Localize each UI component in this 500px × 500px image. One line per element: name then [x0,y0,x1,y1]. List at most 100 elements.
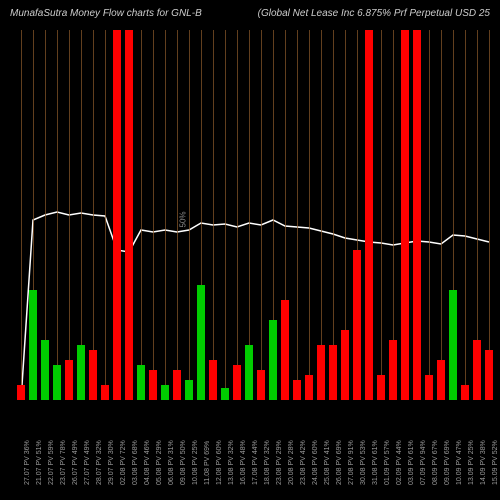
x-axis-label: 11.08 PV 69% [204,441,211,485]
volume-bar [293,380,301,400]
volume-bar [125,30,133,400]
x-axis-label: 13.09 PV 25% [468,440,475,485]
volume-bar [353,250,361,400]
volume-bar [77,345,85,400]
x-axis-label: 16.08 PV 48% [240,440,247,485]
grid-line [225,30,226,400]
x-axis-label: 27.08 PV 91% [348,440,355,485]
x-axis-label: 28.07 PV 32% [96,440,103,485]
volume-bar [377,375,385,400]
x-axis-labels: 27.07 PV 36% 21.07 PV 51% 22.07 PV 59% 23.0… [15,405,495,495]
volume-bar [461,385,469,400]
x-axis-label: 20.08 PV 28% [288,440,295,485]
x-axis-label: 15.09 PV 52% [492,440,499,485]
volume-bar [233,365,241,400]
price-line [15,30,495,400]
volume-bar [173,370,181,400]
x-axis-label: 03.08 PV 68% [132,440,139,485]
volume-bar [221,388,229,400]
grid-line [93,30,94,400]
volume-bar [257,370,265,400]
x-axis-label: 02.09 PV 44% [396,440,403,485]
x-axis-label: 21.07 PV 51% [36,440,43,485]
volume-bar [425,375,433,400]
grid-line [297,30,298,400]
volume-bar [317,345,325,400]
x-axis-label: 14.09 PV 38% [480,440,487,485]
grid-line [189,30,190,400]
volume-bar [161,385,169,400]
grid-line [153,30,154,400]
volume-bar [449,290,457,400]
x-axis-label: 23.08 PV 29% [276,440,283,485]
x-axis-label: 23.07 PV 78% [60,440,67,485]
volume-bar [53,365,61,400]
volume-bar [149,370,157,400]
volume-bar [269,320,277,400]
x-axis-label: 27.07 PV 49% [84,440,91,485]
volume-bar [365,30,373,400]
x-axis-label: 13.08 PV 32% [228,440,235,485]
grid-line [213,30,214,400]
volume-bar [401,30,409,400]
title-right: (Global Net Lease Inc 6.875% Prf Perpetu… [258,8,490,19]
grid-line [237,30,238,400]
grid-line [105,30,106,400]
title-left: MunafaSutra Money Flow charts for GNL-B [10,8,202,19]
grid-line [261,30,262,400]
volume-bar [137,365,145,400]
volume-bar [437,360,445,400]
x-axis-label: 03.09 PV 61% [408,440,415,485]
x-axis-label: 04.08 PV 46% [144,440,151,485]
volume-bar [197,285,205,400]
x-axis-label: 09.08 PV 50% [180,440,187,485]
grid-line [69,30,70,400]
x-axis-label: 24.08 PV 60% [312,440,319,485]
x-axis-label: 08.09 PV 67% [432,440,439,485]
chart-plot-area [15,30,495,400]
x-axis-label: 10.09 PV 47% [456,440,463,485]
x-axis-label: 07.09 PV 94% [420,440,427,485]
volume-bar [329,345,337,400]
x-axis-label: 30.08 PV 53% [360,440,367,485]
x-axis-label: 25.08 PV 41% [324,440,331,485]
x-axis-label: 26.08 PV 69% [336,440,343,485]
volume-bar [209,360,217,400]
volume-bar [41,340,49,400]
volume-bar [413,30,421,400]
x-axis-label: 17.08 PV 44% [252,440,259,485]
x-axis-label: 26.07 PV 49% [72,440,79,485]
grid-line [489,30,490,400]
x-axis-label: 31.08 PV 61% [372,440,379,485]
x-axis-label: 27.07 PV 36% [24,440,31,485]
volume-bar [473,340,481,400]
volume-bar [389,340,397,400]
volume-bar [65,360,73,400]
volume-bar [17,385,25,400]
grid-line [441,30,442,400]
grid-line [57,30,58,400]
x-axis-label: 06.08 PV 31% [168,440,175,485]
x-axis-label: 10.08 PV 25% [192,440,199,485]
x-axis-label: 02.08 PV 72% [120,440,127,485]
y-axis-mid-label: 50% [179,211,188,227]
grid-line [141,30,142,400]
grid-line [21,30,22,400]
x-axis-label: 29.07 PV 30% [108,440,115,485]
volume-bar [101,385,109,400]
volume-bar [185,380,193,400]
volume-bar [113,30,121,400]
volume-bar [485,350,493,400]
x-axis-label: 23.08 PV 42% [300,440,307,485]
volume-bar [305,375,313,400]
x-axis-label: 12.08 PV 60% [216,440,223,485]
grid-line [429,30,430,400]
volume-bar [281,300,289,400]
grid-line [381,30,382,400]
x-axis-label: 18.08 PV 32% [264,440,271,485]
x-axis-label: 05.08 PV 29% [156,440,163,485]
x-axis-label: 01.09 PV 57% [384,440,391,485]
grid-line [309,30,310,400]
x-axis-label: 22.07 PV 59% [48,440,55,485]
volume-bar [89,350,97,400]
